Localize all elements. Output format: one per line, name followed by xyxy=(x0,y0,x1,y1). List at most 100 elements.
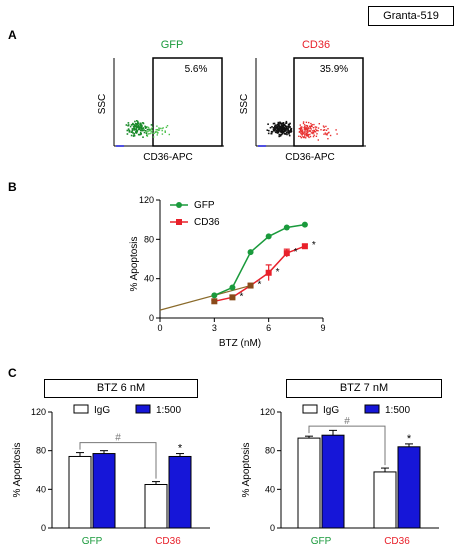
flow-dot xyxy=(168,133,170,136)
flow-dot xyxy=(279,130,282,133)
flow-dot xyxy=(324,132,326,134)
flow-dot xyxy=(139,129,142,132)
data-point xyxy=(265,233,272,240)
flow-dot xyxy=(136,130,138,133)
flow-dot xyxy=(134,120,136,123)
chart-plot-area: * * * * * xyxy=(159,221,316,311)
flow-dot xyxy=(133,127,136,130)
flow-dot xyxy=(273,127,276,130)
flow-dot xyxy=(279,121,281,124)
legend-marker-cd36 xyxy=(176,219,182,225)
x-tick-label: 6 xyxy=(266,323,271,333)
significance-star: * xyxy=(294,247,298,258)
data-point xyxy=(229,284,236,291)
flow-dot xyxy=(151,128,153,130)
flow-dot xyxy=(141,124,143,127)
flow-dot xyxy=(298,128,300,130)
significance-bracket xyxy=(308,425,386,466)
flow-dot xyxy=(301,130,303,133)
flow-dot xyxy=(313,131,315,134)
flow-dot xyxy=(279,134,282,136)
legend-swatch xyxy=(302,404,318,414)
flow-dot xyxy=(305,133,308,135)
flow-dot xyxy=(133,123,135,126)
flow-dot xyxy=(148,128,150,131)
flow-dot xyxy=(301,126,303,128)
panel-a-letter: A xyxy=(8,28,17,42)
flow-dot xyxy=(325,129,328,131)
flow-dot xyxy=(132,132,134,134)
x-tick-label: 9 xyxy=(320,323,325,333)
flow-dot xyxy=(139,131,142,134)
flow-dot xyxy=(129,125,132,128)
y-axis-label: % Apoptosis xyxy=(12,442,23,497)
y-tick-label: 40 xyxy=(144,274,154,284)
flow-dot xyxy=(151,130,154,132)
flow-dot xyxy=(132,135,135,137)
flow-dot xyxy=(318,123,320,125)
flow-dot xyxy=(141,129,143,131)
flow-dot xyxy=(166,125,169,127)
flow-dot xyxy=(274,124,277,127)
flow-dot xyxy=(267,132,270,135)
flow-dot xyxy=(156,125,158,127)
y-tick-label: 0 xyxy=(149,313,154,323)
bar-gfp-IgG xyxy=(68,455,92,529)
flow-dot xyxy=(290,129,292,132)
flow-dot xyxy=(309,126,311,128)
flow-dot xyxy=(281,122,283,125)
flow-dot xyxy=(307,131,309,133)
flow-dot xyxy=(282,125,284,128)
legend-label: 1:500 xyxy=(156,405,181,416)
flow-dot xyxy=(270,130,273,133)
flow-dot xyxy=(138,126,140,129)
flow-dot xyxy=(133,134,136,137)
flow-dot xyxy=(277,131,280,134)
bar-chart-title-left: BTZ 6 nM xyxy=(44,379,198,398)
flow-dot xyxy=(156,131,158,133)
flow-dot xyxy=(145,132,148,134)
flow-dot xyxy=(276,131,278,133)
flow-dot xyxy=(279,127,281,130)
flow-ylabel: SSC xyxy=(239,94,250,115)
flow-dot xyxy=(300,127,303,130)
flow-dot xyxy=(305,130,307,133)
flow-dot xyxy=(139,128,141,130)
flow-dots xyxy=(266,120,338,141)
flow-dot xyxy=(336,133,338,135)
flow-dot xyxy=(156,129,158,131)
flow-dot xyxy=(149,129,151,132)
data-point xyxy=(283,224,290,231)
flow-dot xyxy=(315,135,318,137)
flow-dot xyxy=(161,127,163,130)
flow-dot xyxy=(165,126,168,128)
y-tick-label: 120 xyxy=(31,407,46,417)
y-tick-label: 80 xyxy=(144,234,154,244)
flow-dot xyxy=(290,130,293,133)
flow-dot xyxy=(299,124,301,126)
flow-dot xyxy=(307,134,310,136)
flow-dot xyxy=(287,131,289,134)
flow-dot xyxy=(310,132,313,134)
flow-dot xyxy=(286,128,289,130)
flow-dot xyxy=(274,131,277,133)
flow-dot xyxy=(144,125,146,128)
flow-dot xyxy=(145,126,147,129)
flow-dot xyxy=(283,126,286,129)
flow-dot xyxy=(161,129,163,132)
flow-dot xyxy=(317,130,319,132)
flow-dot xyxy=(280,133,283,136)
flow-dot xyxy=(322,125,325,127)
flow-dot xyxy=(135,129,138,131)
flow-dot xyxy=(132,122,134,125)
flow-dot xyxy=(313,134,315,136)
flow-dot xyxy=(303,126,305,129)
flow-dot xyxy=(300,126,302,128)
flow-dot xyxy=(285,128,288,130)
legend-swatch xyxy=(364,404,380,414)
flow-dot xyxy=(149,128,152,131)
flow-dot xyxy=(300,137,303,139)
flow-dot xyxy=(317,127,320,129)
flow-dot xyxy=(162,127,164,129)
flow-dot xyxy=(302,133,304,135)
